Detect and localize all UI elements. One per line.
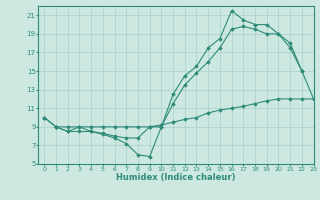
X-axis label: Humidex (Indice chaleur): Humidex (Indice chaleur) [116, 173, 236, 182]
